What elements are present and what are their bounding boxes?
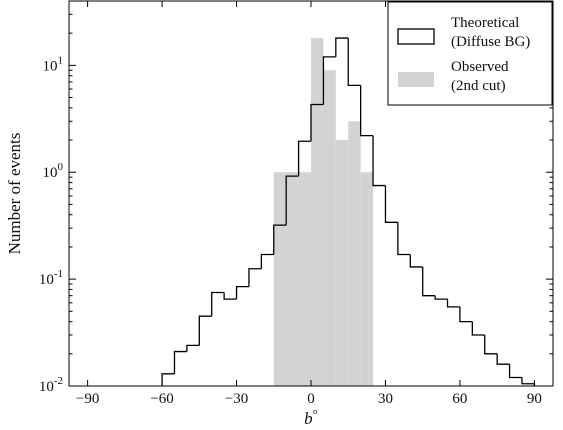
theoretical-step bbox=[434, 295, 448, 300]
theoretical-step bbox=[273, 224, 287, 255]
theoretical-step bbox=[285, 175, 299, 226]
theoretical-step bbox=[521, 377, 536, 386]
theoretical-step bbox=[260, 253, 274, 269]
observed-bar bbox=[360, 172, 374, 386]
observed-bar bbox=[311, 38, 324, 386]
theoretical-step bbox=[347, 38, 361, 86]
legend-label: Observed (2nd cut) bbox=[451, 59, 509, 94]
y-tick-label: 100 bbox=[43, 161, 64, 181]
legend: Theoretical (Diffuse BG) Observed (2nd cut) bbox=[387, 1, 553, 106]
theoretical-step bbox=[335, 37, 349, 57]
theoretical-step bbox=[211, 291, 225, 317]
theoretical-step bbox=[310, 103, 324, 142]
observed-bar bbox=[298, 172, 311, 386]
theoretical-step bbox=[372, 135, 386, 187]
theoretical-step bbox=[235, 286, 249, 300]
theoretical-step bbox=[198, 315, 212, 346]
theoretical-step bbox=[508, 364, 522, 379]
theoretical-step bbox=[422, 266, 436, 297]
y-axis-label: Number of events bbox=[5, 133, 24, 255]
legend-swatch-observed bbox=[398, 72, 434, 87]
axis-ticks: −90 −60 −30 0 30 60 90 10-2 10-1 100 101 bbox=[39, 0, 553, 407]
observed-bar bbox=[348, 121, 361, 386]
theoretical-step bbox=[161, 373, 175, 386]
observed-bar bbox=[273, 172, 287, 386]
theoretical-step bbox=[297, 140, 311, 177]
theoretical-series bbox=[161, 37, 536, 386]
theoretical-step bbox=[359, 85, 374, 137]
y-tick-label: 10-1 bbox=[39, 268, 63, 288]
theoretical-step bbox=[496, 353, 510, 365]
theoretical-step bbox=[223, 292, 237, 300]
x-tick-label: 0 bbox=[307, 391, 315, 407]
y-tick-label: 10-2 bbox=[39, 375, 63, 395]
theoretical-step bbox=[484, 335, 498, 355]
theoretical-step bbox=[397, 222, 411, 256]
theoretical-step bbox=[173, 350, 187, 374]
x-tick-label: 90 bbox=[527, 391, 542, 407]
x-axis-label: b° bbox=[304, 406, 318, 428]
theoretical-step bbox=[248, 268, 262, 287]
legend-swatch-theoretical bbox=[397, 28, 435, 45]
theoretical-step bbox=[186, 344, 200, 352]
y-tick-label: 101 bbox=[43, 54, 64, 74]
x-tick-label: −60 bbox=[150, 391, 173, 407]
observed-series bbox=[273, 38, 374, 387]
theoretical-step bbox=[459, 306, 473, 323]
x-tick-label: 30 bbox=[378, 391, 393, 407]
x-tick-label: −90 bbox=[76, 391, 99, 407]
theoretical-step bbox=[322, 56, 336, 105]
observed-bar bbox=[323, 70, 336, 387]
legend-box bbox=[387, 1, 553, 106]
legend-label: Theoretical (Diffuse BG) bbox=[451, 15, 530, 50]
theoretical-step bbox=[409, 254, 423, 268]
x-tick-label: 60 bbox=[452, 391, 467, 407]
observed-bar bbox=[335, 140, 349, 386]
x-tick-label: −30 bbox=[225, 391, 248, 407]
theoretical-step bbox=[384, 185, 398, 223]
theoretical-step bbox=[471, 321, 485, 336]
theoretical-step bbox=[446, 299, 460, 308]
observed-bar bbox=[286, 172, 299, 386]
